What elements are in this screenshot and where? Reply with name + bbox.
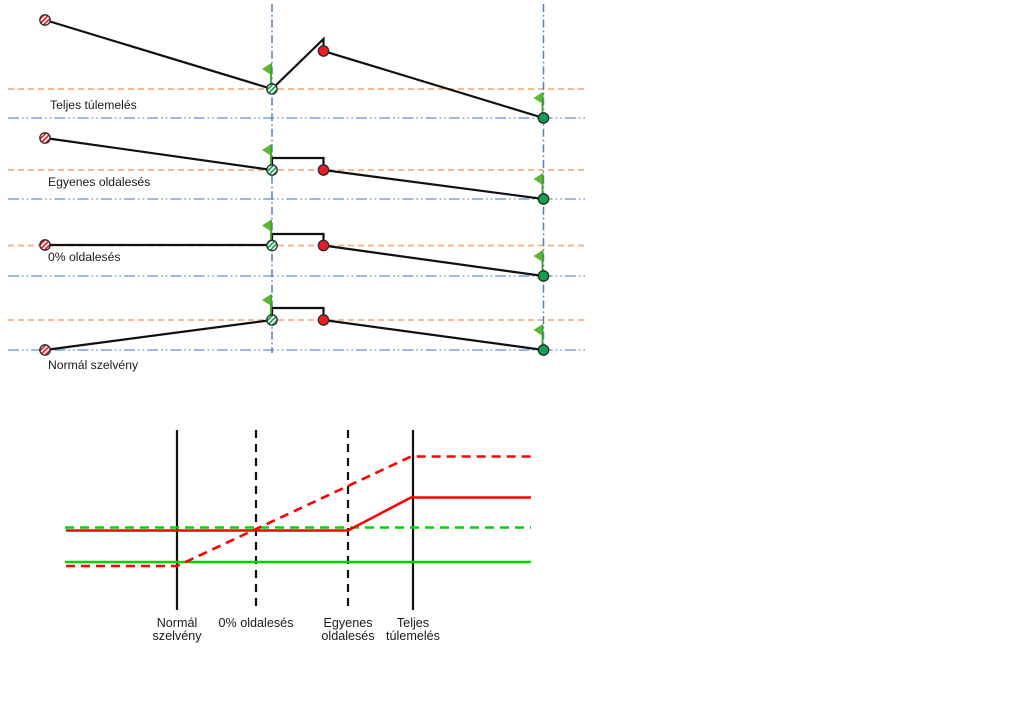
section-normal-szelveny [8, 319, 586, 351]
station-nulla-szazalek-oldaleses: 0% oldalesés [219, 430, 294, 630]
left-edge-marker [39, 14, 51, 26]
section-geometry-nulla-szazalek-oldaleses: 0% oldalesés [39, 220, 550, 282]
right-inner-edge-marker [317, 239, 330, 252]
station-label-line: oldalesés [321, 629, 374, 643]
left-edge-marker [39, 132, 51, 144]
right-inner-edge-marker [317, 164, 330, 176]
edge-level-line-right-edge-dashed-red [66, 455, 531, 568]
section-label: Normál szelvény [48, 358, 139, 372]
left-edge-marker [39, 239, 51, 251]
flag-triangle [262, 294, 271, 306]
section-label: Teljes túlemelés [50, 98, 137, 112]
right-edge-marker [537, 270, 550, 282]
pavement-surface-line [44, 306, 544, 352]
station-label: Teljes túlemelés [386, 616, 440, 643]
station-label: 0% oldalesés [219, 616, 294, 630]
flag-triangle [262, 220, 271, 231]
pavement-surface-line [45, 232, 544, 278]
flag-icon [262, 63, 272, 84]
flag-triangle [262, 144, 271, 156]
axis-point-marker [266, 314, 278, 326]
right-edge-marker [537, 112, 550, 124]
flag-icon [533, 173, 544, 194]
flag-triangle [262, 63, 271, 75]
pavement-surface-line [44, 18, 544, 120]
right-inner-edge-marker [317, 314, 330, 326]
flag-icon [533, 250, 544, 271]
flag-triangle [533, 250, 542, 262]
section-geometry-teljes-tulemeles: Teljes túlemelés [39, 14, 550, 124]
flag-triangle [533, 173, 542, 185]
section-label: 0% oldalesés [48, 250, 121, 264]
section-nulla-szazalek-oldaleses [8, 244, 586, 277]
right-inner-edge-marker [317, 45, 330, 57]
station-label-line: túlemelés [386, 629, 440, 643]
flag-triangle [533, 324, 542, 336]
left-edge-marker [39, 344, 51, 356]
station-label: Egyenes oldalesés [321, 616, 374, 643]
station-label-line: Teljes [397, 616, 429, 630]
section-label: Egyenes oldalesés [48, 175, 150, 189]
station-label-line: Normál [157, 616, 198, 630]
section-geometry-egyenes-oldaleses: Egyenes oldalesés [39, 132, 550, 205]
edge-level-line-right-edge-solid-red [66, 496, 531, 532]
right-edge-marker [537, 344, 550, 356]
flag-icon [262, 144, 272, 165]
section-geometry-normal-szelveny: Normál szelvény [39, 294, 550, 372]
flag-icon [533, 324, 544, 345]
cross-sections-panel: Teljes túlemelés Egyenes oldalesés 0% olda… [8, 4, 586, 372]
station-teljes-tulemeles: Teljes túlemelés [386, 430, 440, 643]
right-edge-marker [537, 193, 550, 205]
station-label-line: 0% oldalesés [219, 616, 294, 630]
station-label: Normál szelvény [153, 616, 203, 643]
axis-point-marker [266, 164, 278, 176]
flag-icon [533, 92, 544, 113]
station-label-line: szelvény [153, 629, 203, 643]
section-egyenes-oldaleses [8, 169, 586, 200]
flag-icon [262, 220, 272, 241]
flag-triangle [533, 92, 542, 104]
axis-point-marker [266, 83, 278, 95]
pavement-surface-line [44, 136, 544, 201]
axis-point-marker [266, 239, 278, 252]
station-normal-szelveny: Normál szelvény [153, 430, 203, 643]
station-egyenes-oldaleses: Egyenes oldalesés [321, 430, 375, 643]
flag-icon [262, 294, 272, 315]
station-label-line: Egyenes [323, 616, 372, 630]
transition-panel: Normál szelvény 0% oldalesés Egyenes oldales… [65, 430, 531, 643]
section-teljes-tulemeles [8, 88, 586, 119]
